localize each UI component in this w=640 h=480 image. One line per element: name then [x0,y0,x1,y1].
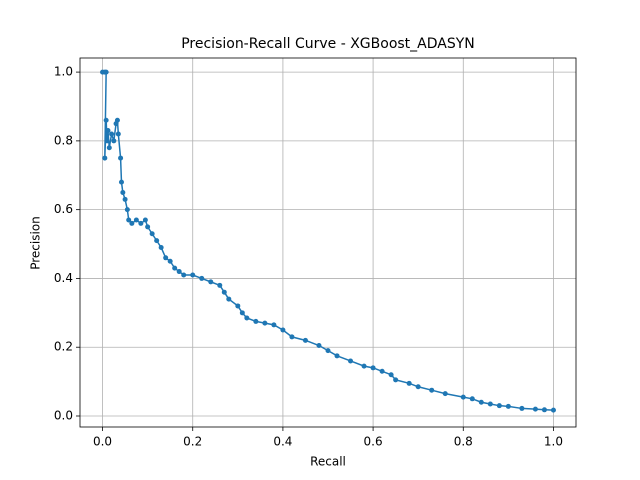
y-tick-label: 0.0 [54,408,73,422]
y-tick-label: 0.8 [54,133,73,147]
point [289,334,295,340]
point [181,272,187,278]
point [280,327,286,333]
x-tick-label: 0.8 [454,435,473,449]
point [129,220,135,226]
y-tick-label: 0.6 [54,202,73,216]
y-tick-label: 0.4 [54,271,73,285]
point [118,155,124,161]
point [415,384,421,390]
point [253,318,259,324]
point [487,401,493,407]
point [154,238,160,244]
point [111,138,117,144]
x-axis-label: Recall [310,455,346,469]
point [325,348,331,354]
point [316,342,322,348]
point [105,128,111,134]
point [217,282,223,288]
point [271,322,277,328]
point [478,399,484,405]
point [226,296,232,302]
point [122,196,128,202]
point [361,363,367,369]
point [103,69,109,75]
point [442,391,448,397]
chart-title: Precision-Recall Curve - XGBoost_ADASYN [181,36,475,52]
point [120,189,126,195]
point [370,365,376,371]
point [221,289,227,295]
point [334,353,340,359]
point [138,220,144,226]
point [460,394,466,400]
point [109,131,115,137]
point [118,179,124,185]
point [496,403,502,409]
point [133,217,139,223]
point [158,244,164,250]
point [103,117,109,123]
point [102,155,108,161]
point [199,275,205,281]
y-tick-label: 1.0 [54,65,73,79]
point [541,407,547,413]
point [208,279,214,285]
y-tick-label: 0.2 [54,340,73,354]
point [145,224,151,230]
point [104,138,110,144]
point [348,358,354,364]
line [102,71,554,411]
point [505,403,511,409]
point [235,303,241,309]
point [239,310,245,316]
x-tick-label: 0.6 [364,435,383,449]
point [379,368,385,374]
point [163,255,169,261]
point [115,131,121,137]
point [550,407,556,413]
point [172,265,178,271]
point [142,217,148,223]
x-tick-label: 0.4 [273,435,292,449]
x-tick-label: 0.0 [93,435,112,449]
point [190,272,196,278]
point [126,217,132,223]
point [532,406,538,412]
point [519,405,525,411]
plot-frame [79,57,577,428]
point [393,377,399,383]
point [244,315,250,321]
point [114,117,120,123]
point [406,380,412,386]
point [302,337,308,343]
y-axis-label: Precision [29,216,43,270]
x-tick-label: 1.0 [544,435,563,449]
point [176,269,182,275]
point [106,145,112,151]
point [429,387,435,393]
point [124,207,130,213]
point [167,258,173,264]
point [469,396,475,402]
point [149,231,155,237]
x-tick-label: 0.2 [183,435,202,449]
point [388,372,394,378]
point [262,320,268,326]
